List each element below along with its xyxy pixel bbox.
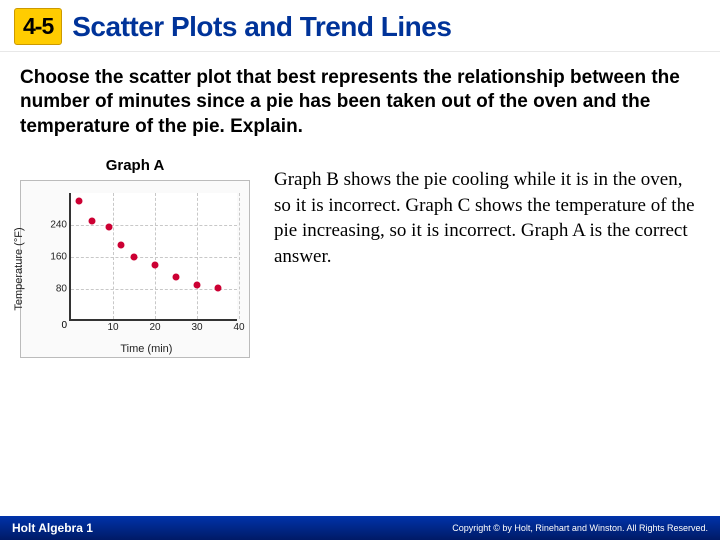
y-tick-label: 240 xyxy=(50,219,67,230)
slide-header: 4-5 Scatter Plots and Trend Lines xyxy=(0,0,720,52)
scatter-point xyxy=(118,241,125,248)
gridline-horizontal xyxy=(71,225,237,226)
question-text: Choose the scatter plot that best repres… xyxy=(20,66,696,139)
answer-text: Graph B shows the pie cooling while it i… xyxy=(274,157,696,270)
y-tick-label: 80 xyxy=(56,283,67,294)
graph-column: Graph A Temperature (°F) Time (min) 0 10… xyxy=(20,157,250,358)
gridline-horizontal xyxy=(71,257,237,258)
x-tick-label: 40 xyxy=(233,322,244,333)
gridline-vertical xyxy=(155,193,156,319)
plot-area: 0 1020304080160240 xyxy=(69,193,237,321)
y-axis-label: Temperature (°F) xyxy=(13,227,25,310)
content-area: Choose the scatter plot that best repres… xyxy=(0,52,720,358)
x-axis-label: Time (min) xyxy=(120,343,172,355)
scatter-point xyxy=(89,217,96,224)
footer-copyright: Copyright © by Holt, Rinehart and Winsto… xyxy=(452,523,708,533)
x-tick-label: 10 xyxy=(107,322,118,333)
origin-label: 0 xyxy=(61,320,67,331)
gridline-vertical xyxy=(197,193,198,319)
body-row: Graph A Temperature (°F) Time (min) 0 10… xyxy=(20,157,696,358)
y-tick-label: 160 xyxy=(50,251,67,262)
gridline-vertical xyxy=(113,193,114,319)
x-tick-label: 30 xyxy=(191,322,202,333)
gridline-horizontal xyxy=(71,289,237,290)
scatter-point xyxy=(215,285,222,292)
scatter-point xyxy=(105,223,112,230)
slide-footer: Holt Algebra 1 Copyright © by Holt, Rine… xyxy=(0,516,720,540)
x-tick-label: 20 xyxy=(149,322,160,333)
footer-text-left: Holt Algebra 1 xyxy=(12,521,93,535)
scatter-chart: Temperature (°F) Time (min) 0 1020304080… xyxy=(20,180,250,358)
scatter-point xyxy=(76,197,83,204)
scatter-point xyxy=(173,273,180,280)
scatter-point xyxy=(194,281,201,288)
gridline-vertical xyxy=(239,193,240,319)
graph-title: Graph A xyxy=(20,157,250,174)
section-badge: 4-5 xyxy=(14,8,62,45)
scatter-point xyxy=(152,261,159,268)
scatter-point xyxy=(131,253,138,260)
slide-title: Scatter Plots and Trend Lines xyxy=(72,11,451,43)
